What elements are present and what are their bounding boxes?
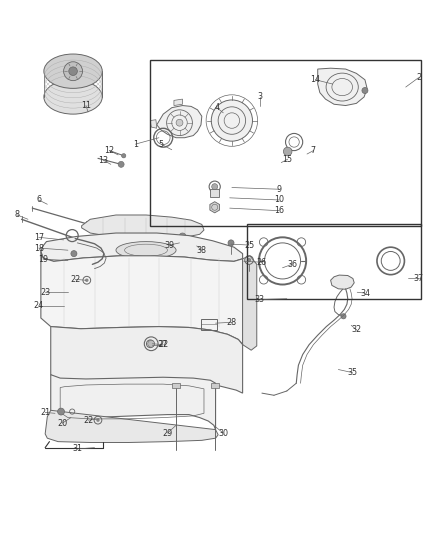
- Text: 7: 7: [311, 146, 316, 155]
- Circle shape: [85, 279, 88, 282]
- Text: 20: 20: [57, 419, 67, 427]
- Circle shape: [69, 67, 78, 76]
- Bar: [201, 319, 217, 330]
- Text: 13: 13: [98, 156, 108, 165]
- Text: 27: 27: [157, 340, 167, 349]
- Text: 22: 22: [158, 340, 168, 349]
- Bar: [211, 383, 219, 387]
- Text: 38: 38: [197, 246, 207, 255]
- Circle shape: [283, 147, 292, 156]
- Circle shape: [118, 161, 124, 167]
- Polygon shape: [150, 120, 157, 128]
- Text: 18: 18: [34, 244, 44, 253]
- Circle shape: [122, 154, 126, 158]
- Polygon shape: [243, 256, 257, 350]
- Text: 6: 6: [36, 196, 41, 205]
- Polygon shape: [157, 106, 202, 138]
- Circle shape: [64, 62, 82, 80]
- Polygon shape: [51, 375, 215, 430]
- Circle shape: [179, 233, 186, 240]
- Bar: [210, 189, 219, 197]
- Text: 28: 28: [227, 318, 237, 327]
- Text: 22: 22: [83, 416, 93, 425]
- Circle shape: [212, 184, 218, 190]
- Text: 24: 24: [34, 302, 44, 311]
- Bar: [150, 60, 421, 225]
- Circle shape: [247, 258, 251, 262]
- Text: 31: 31: [72, 445, 82, 454]
- Text: 36: 36: [287, 260, 297, 269]
- Text: 25: 25: [244, 240, 254, 249]
- Text: 8: 8: [15, 211, 20, 220]
- Circle shape: [71, 251, 77, 256]
- Circle shape: [228, 240, 234, 246]
- Ellipse shape: [44, 54, 102, 88]
- Text: 22: 22: [70, 275, 80, 284]
- Circle shape: [341, 314, 346, 319]
- Bar: [172, 383, 180, 387]
- Text: 29: 29: [162, 429, 173, 438]
- Text: 35: 35: [347, 368, 357, 377]
- Circle shape: [176, 119, 183, 126]
- Text: 9: 9: [276, 185, 282, 193]
- Polygon shape: [41, 233, 243, 261]
- Text: 19: 19: [38, 255, 48, 264]
- Text: 5: 5: [159, 140, 164, 149]
- Text: 34: 34: [360, 288, 370, 297]
- Polygon shape: [210, 201, 219, 213]
- Polygon shape: [318, 68, 367, 106]
- Circle shape: [96, 418, 100, 422]
- Polygon shape: [81, 215, 204, 239]
- Text: 11: 11: [81, 101, 91, 110]
- Polygon shape: [41, 252, 243, 345]
- Text: 23: 23: [40, 288, 50, 297]
- Text: 10: 10: [274, 196, 284, 205]
- Text: 14: 14: [311, 75, 321, 84]
- Text: 15: 15: [283, 155, 293, 164]
- Circle shape: [211, 100, 252, 141]
- Text: 21: 21: [40, 408, 50, 417]
- Bar: [247, 223, 421, 298]
- Circle shape: [148, 341, 155, 347]
- Text: 12: 12: [105, 146, 115, 155]
- Text: 39: 39: [165, 240, 175, 249]
- Polygon shape: [174, 99, 183, 106]
- Polygon shape: [331, 275, 354, 289]
- Circle shape: [362, 87, 368, 93]
- Circle shape: [58, 408, 64, 415]
- Text: 16: 16: [274, 206, 284, 215]
- Ellipse shape: [44, 80, 102, 114]
- Polygon shape: [51, 327, 243, 393]
- Text: 17: 17: [34, 233, 44, 242]
- Text: 4: 4: [214, 103, 219, 112]
- Text: 37: 37: [413, 273, 424, 282]
- Text: 26: 26: [257, 258, 267, 266]
- Polygon shape: [45, 410, 218, 442]
- Text: 32: 32: [351, 325, 361, 334]
- Text: 33: 33: [255, 295, 265, 304]
- Text: 1: 1: [133, 140, 138, 149]
- Ellipse shape: [116, 241, 176, 259]
- Circle shape: [148, 342, 152, 345]
- Text: 30: 30: [218, 429, 228, 438]
- Text: 2: 2: [416, 73, 421, 82]
- Text: 3: 3: [257, 92, 262, 101]
